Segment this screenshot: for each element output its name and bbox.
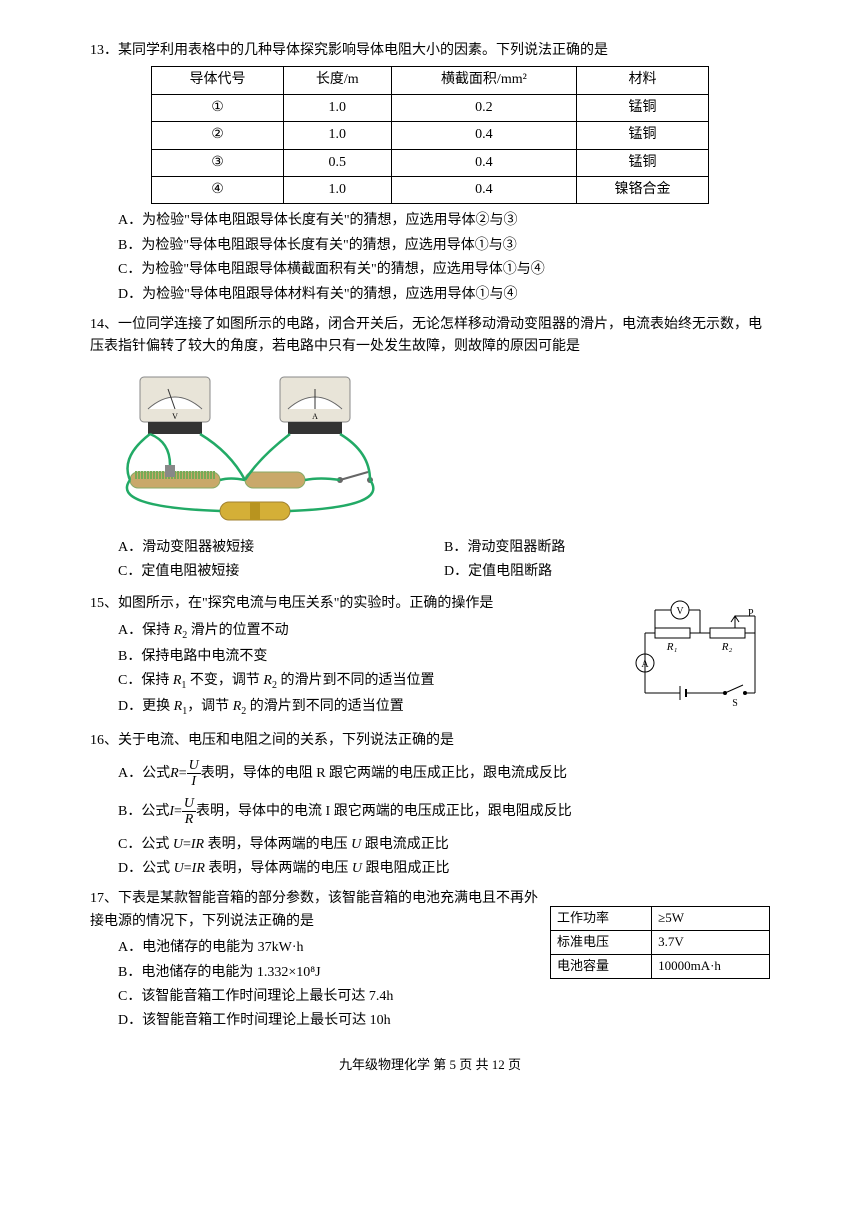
param-val: 10000mA·h	[652, 954, 770, 978]
table-cell: 1.0	[283, 122, 391, 149]
option-d: D．该智能音箱工作时间理论上最长可达 10h	[118, 1010, 550, 1032]
q14-circuit-image: V A	[90, 367, 770, 527]
option-a: A．为检验"导体电阻跟导体长度有关"的猜想，应选用导体②与③	[118, 210, 770, 232]
question-15: 15、如图所示，在"探究电流与电压关系"的实验时。正确的操作是 A．保持 R2 …	[90, 593, 770, 721]
question-13: 13．某同学利用表格中的几种导体探究影响导体电阻大小的因素。下列说法正确的是 导…	[90, 40, 770, 306]
table-cell: 锰铜	[577, 94, 709, 121]
svg-text:A: A	[312, 412, 318, 421]
q17-text: 下表是某款智能音箱的部分参数，该智能音箱的电池充满电且不再外接电源的情况下，下列…	[90, 891, 538, 928]
option-d: D．公式 U=IR 表明，导体两端的电压 U 跟电阻成正比	[118, 858, 770, 880]
param-key: 电池容量	[551, 954, 652, 978]
opt-suffix: 表明，导体中的电流 I 跟它两端的电压成正比，跟电阻成反比	[196, 804, 572, 819]
option-b: B．为检验"导体电阻跟导体长度有关"的猜想，应选用导体①与③	[118, 235, 770, 257]
q14-text: 一位同学连接了如图所示的电路，闭合开关后，无论怎样移动滑动变阻器的滑片，电流表始…	[90, 317, 762, 354]
option-a: A．滑动变阻器被短接	[118, 537, 444, 559]
fraction-den: R	[182, 812, 196, 827]
table-header: 材料	[577, 67, 709, 94]
voltmeter-label: V	[676, 606, 684, 617]
option-a: A．保持 R2 滑片的位置不动	[118, 620, 630, 644]
table-cell: 0.2	[391, 94, 577, 121]
q13-text: 某同学利用表格中的几种导体探究影响导体电阻大小的因素。下列说法正确的是	[118, 43, 608, 58]
table-cell: 1.0	[283, 94, 391, 121]
r2-label: R₂	[721, 641, 733, 653]
circuit-meters-icon: V A	[90, 367, 410, 527]
eq-sign: =	[174, 804, 182, 819]
option-d: D．更换 R1，调节 R2 的滑片到不同的适当位置	[118, 696, 630, 720]
question-14: 14、一位同学连接了如图所示的电路，闭合开关后，无论怎样移动滑动变阻器的滑片，电…	[90, 314, 770, 586]
param-key: 工作功率	[551, 907, 652, 931]
q15-number: 15、	[90, 596, 118, 611]
table-cell: 0.4	[391, 149, 577, 176]
opt-prefix: B．公式	[118, 804, 169, 819]
q15-text: 如图所示，在"探究电流与电压关系"的实验时。正确的操作是	[118, 596, 493, 611]
table-cell: 0.5	[283, 149, 391, 176]
fraction-num: U	[182, 796, 196, 812]
table-cell: ③	[152, 149, 284, 176]
q14-options: A．滑动变阻器被短接 C．定值电阻被短接 B．滑动变阻器断路 D．定值电阻断路	[90, 535, 770, 586]
table-cell: 镍铬合金	[577, 176, 709, 203]
table-cell: 1.0	[283, 176, 391, 203]
option-a: A．公式R=UI表明，导体的电阻 R 跟它两端的电压成正比，跟电流成反比	[118, 758, 770, 790]
option-c: C．为检验"导体电阻跟导体横截面积有关"的猜想，应选用导体①与④	[118, 259, 770, 281]
table-cell: 0.4	[391, 122, 577, 149]
switch-label: S	[732, 698, 738, 708]
svg-text:V: V	[172, 412, 178, 421]
q13-number: 13．	[90, 43, 118, 58]
q14-number: 14、	[90, 317, 118, 332]
fraction-num: U	[187, 758, 201, 774]
q16-stem: 16、关于电流、电压和电阻之间的关系，下列说法正确的是	[90, 730, 770, 752]
q17-stem: 17、下表是某款智能音箱的部分参数，该智能音箱的电池充满电且不再外接电源的情况下…	[90, 888, 550, 933]
table-cell: 锰铜	[577, 149, 709, 176]
q15-options: A．保持 R2 滑片的位置不动 B．保持电路中电流不变 C．保持 R1 不变，调…	[90, 620, 630, 720]
table-header: 导体代号	[152, 67, 284, 94]
q13-options: A．为检验"导体电阻跟导体长度有关"的猜想，应选用导体②与③ B．为检验"导体电…	[90, 210, 770, 306]
q16-options: A．公式R=UI表明，导体的电阻 R 跟它两端的电压成正比，跟电流成反比 B．公…	[90, 758, 770, 880]
circuit-schematic-icon: V R₁ R₂ P A	[630, 598, 765, 708]
q15-stem: 15、如图所示，在"探究电流与电压关系"的实验时。正确的操作是	[90, 593, 630, 615]
table-header: 长度/m	[283, 67, 391, 94]
option-a: A．电池储存的电能为 37kW·h	[118, 937, 550, 959]
option-c: C．该智能音箱工作时间理论上最长可达 7.4h	[118, 986, 550, 1008]
option-b: B．电池储存的电能为 1.332×10⁸J	[118, 962, 550, 984]
ammeter-label: A	[641, 659, 649, 670]
option-b: B．保持电路中电流不变	[118, 646, 630, 668]
table-cell: 锰铜	[577, 122, 709, 149]
fraction-den: I	[187, 774, 201, 789]
formula-var: R	[170, 766, 179, 781]
opt-prefix: A．公式	[118, 766, 170, 781]
table-cell: ②	[152, 122, 284, 149]
page-footer: 九年级物理化学 第 5 页 共 12 页	[90, 1055, 770, 1076]
table-header: 横截面积/mm²	[391, 67, 577, 94]
table-cell: ①	[152, 94, 284, 121]
option-b: B．滑动变阻器断路	[444, 537, 770, 559]
option-c: C．公式 U=IR 表明，导体两端的电压 U 跟电流成正比	[118, 834, 770, 856]
r1-label: R₁	[666, 641, 678, 653]
option-c: C．定值电阻被短接	[118, 561, 444, 583]
opt-suffix: 表明，导体的电阻 R 跟它两端的电压成正比，跟电流成反比	[201, 766, 567, 781]
q13-table: 导体代号 长度/m 横截面积/mm² 材料 ① 1.0 0.2 锰铜 ② 1.0…	[151, 66, 709, 204]
q17-number: 17、	[90, 891, 118, 906]
table-cell: ④	[152, 176, 284, 203]
q16-text: 关于电流、电压和电阻之间的关系，下列说法正确的是	[118, 733, 454, 748]
p-label: P	[748, 608, 754, 619]
q14-stem: 14、一位同学连接了如图所示的电路，闭合开关后，无论怎样移动滑动变阻器的滑片，电…	[90, 314, 770, 359]
q17-options: A．电池储存的电能为 37kW·h B．电池储存的电能为 1.332×10⁸J …	[90, 937, 550, 1033]
option-d: D．为检验"导体电阻跟导体材料有关"的猜想，应选用导体①与④	[118, 284, 770, 306]
option-b: B．公式I=UR表明，导体中的电流 I 跟它两端的电压成正比，跟电阻成反比	[118, 796, 770, 828]
param-key: 标准电压	[551, 931, 652, 955]
question-16: 16、关于电流、电压和电阻之间的关系，下列说法正确的是 A．公式R=UI表明，导…	[90, 730, 770, 881]
table-cell: 0.4	[391, 176, 577, 203]
q15-circuit: V R₁ R₂ P A	[630, 593, 770, 721]
q16-number: 16、	[90, 733, 118, 748]
q13-stem: 13．某同学利用表格中的几种导体探究影响导体电阻大小的因素。下列说法正确的是	[90, 40, 770, 62]
option-d: D．定值电阻断路	[444, 561, 770, 583]
question-17: 17、下表是某款智能音箱的部分参数，该智能音箱的电池充满电且不再外接电源的情况下…	[90, 888, 770, 1034]
param-val: ≥5W	[652, 907, 770, 931]
param-val: 3.7V	[652, 931, 770, 955]
q17-param-table: 工作功率 ≥5W 标准电压 3.7V 电池容量 10000mA·h	[550, 906, 770, 978]
eq-sign: =	[179, 766, 187, 781]
option-c: C．保持 R1 不变，调节 R2 的滑片到不同的适当位置	[118, 670, 630, 694]
